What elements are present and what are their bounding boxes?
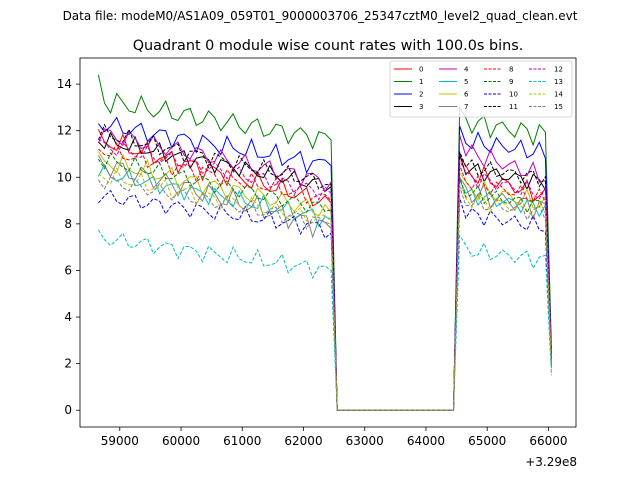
y-tick-label: 10 xyxy=(57,170,72,184)
series-line-10 xyxy=(98,189,552,411)
series-line-1 xyxy=(97,74,552,411)
series-layer xyxy=(97,74,552,411)
y-tick-label: 12 xyxy=(57,124,72,138)
plot-frame xyxy=(79,57,577,428)
suptitle: Data file: modeM0/AS1A09_059T01_90000037… xyxy=(63,9,578,23)
legend-label-0: 0 xyxy=(419,66,423,74)
legend-label-9: 9 xyxy=(509,78,513,86)
y-tick-label: 8 xyxy=(64,217,72,231)
x-tick-label: 59000 xyxy=(101,434,139,448)
series-line-7 xyxy=(97,155,552,411)
series-line-9 xyxy=(97,152,552,411)
series-line-14 xyxy=(98,167,552,411)
x-tick-label: 63000 xyxy=(346,434,384,448)
x-tick-label: 66000 xyxy=(529,434,567,448)
legend-label-4: 4 xyxy=(464,66,469,74)
legend-label-12: 12 xyxy=(554,66,563,74)
legend-label-14: 14 xyxy=(554,91,563,99)
series-line-15 xyxy=(97,175,552,411)
legend-label-13: 13 xyxy=(554,78,563,86)
legend-label-11: 11 xyxy=(509,103,518,111)
x-offset-label: +3.29e8 xyxy=(525,455,577,469)
legend-label-1: 1 xyxy=(419,78,423,86)
series-line-11 xyxy=(97,123,552,411)
tick-layer: 59000 60000 61000 62000 63000 64000 65000 66000… xyxy=(57,77,568,448)
x-tick-label: 65000 xyxy=(468,434,506,448)
legend-box xyxy=(389,60,573,118)
chart-title: Quadrant 0 module wise count rates with … xyxy=(133,38,524,54)
legend-label-5: 5 xyxy=(464,78,468,86)
y-tick-label: 0 xyxy=(64,403,72,417)
legend-label-15: 15 xyxy=(554,103,563,111)
series-line-6 xyxy=(97,151,552,411)
legend-label-6: 6 xyxy=(464,91,469,99)
series-line-8 xyxy=(98,142,552,411)
y-tick-label: 2 xyxy=(64,357,72,371)
series-line-13 xyxy=(97,229,552,411)
legend-label-3: 3 xyxy=(419,103,423,111)
y-tick-label: 14 xyxy=(57,77,72,91)
legend-label-10: 10 xyxy=(509,91,518,99)
y-tick-label: 6 xyxy=(64,263,72,277)
x-tick-label: 64000 xyxy=(407,434,445,448)
series-line-2 xyxy=(98,116,552,411)
series-line-4 xyxy=(97,128,552,411)
legend-label-7: 7 xyxy=(464,103,468,111)
legend-label-2: 2 xyxy=(419,91,423,99)
y-tick-label: 4 xyxy=(64,310,72,324)
legend-label-8: 8 xyxy=(509,66,513,74)
x-tick-label: 62000 xyxy=(284,434,322,448)
x-tick-label: 61000 xyxy=(223,434,261,448)
x-tick-label: 60000 xyxy=(162,434,200,448)
